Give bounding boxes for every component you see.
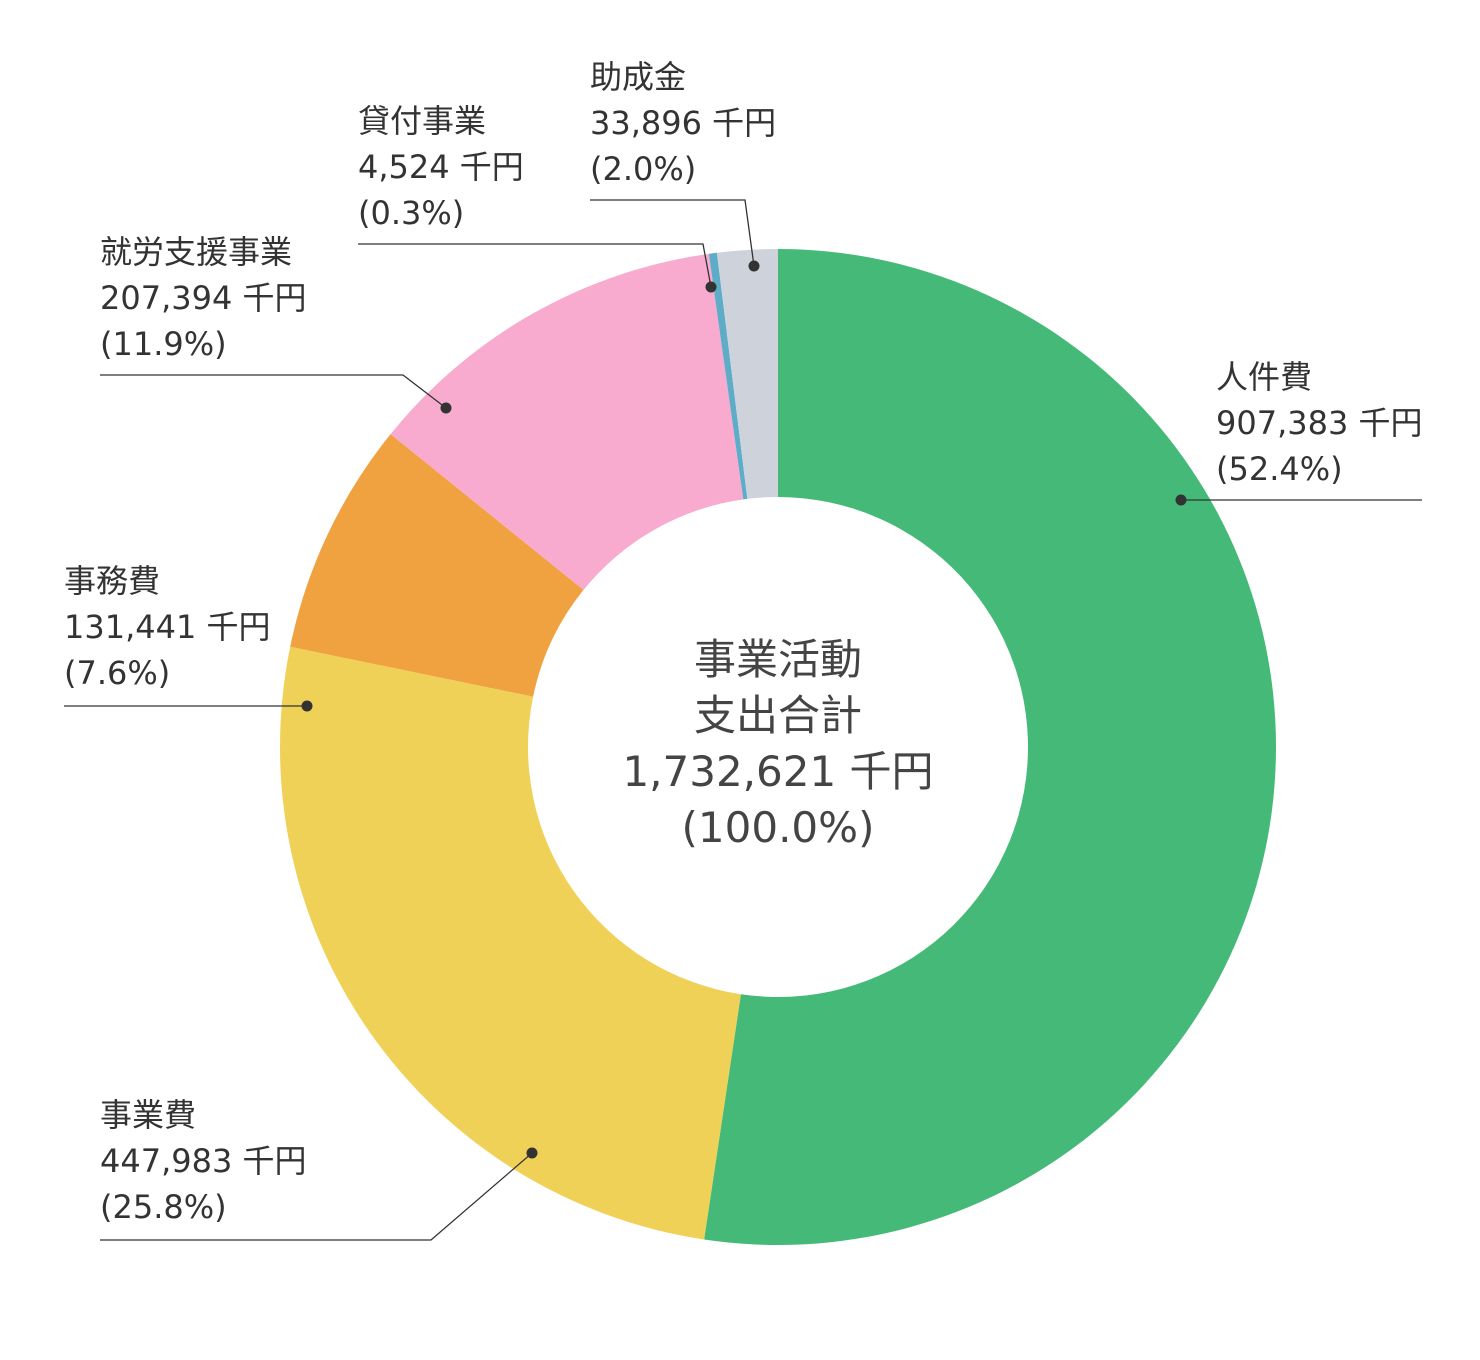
slice-percent-label-1: (25.8%)	[100, 1188, 227, 1226]
slice-percent-label-2: (7.6%)	[64, 654, 170, 692]
center-total-value: 1,732,621 千円	[622, 747, 933, 796]
slice-percent-label-3: (11.9%)	[100, 325, 227, 363]
slice-value-label-1: 447,983 千円	[100, 1142, 307, 1180]
slice-name-label-1: 事業費	[100, 1096, 196, 1134]
slice-4	[708, 252, 748, 500]
center-title-line1: 事業活動	[694, 635, 862, 684]
slice-5	[716, 249, 778, 499]
leader-line-1	[100, 1152, 533, 1241]
slice-value-label-4: 4,524 千円	[358, 148, 524, 186]
leader-dot-2	[301, 700, 313, 712]
slice-3	[390, 253, 744, 590]
center-total-percent: (100.0%)	[682, 803, 875, 852]
slice-name-label-5: 助成金	[590, 58, 686, 96]
slice-value-label-2: 131,441 千円	[64, 608, 271, 646]
leader-dot-0	[1175, 494, 1187, 506]
slice-name-label-3: 就労支援事業	[100, 233, 292, 271]
donut-slices	[279, 249, 1277, 1245]
slice-percent-label-4: (0.3%)	[358, 194, 464, 232]
center-title-line2: 支出合計	[694, 691, 862, 740]
leader-dot-4	[705, 281, 717, 293]
slice-labels: 人件費 907,383 千円 (52.4%) 事業費 447,983 千円 (25.8%)…	[64, 58, 1423, 1226]
slice-name-label-4: 貸付事業	[358, 102, 486, 140]
slice-name-label-0: 人件費	[1216, 358, 1312, 396]
slice-2	[290, 434, 584, 697]
leader-line-4	[358, 243, 712, 288]
slice-value-label-0: 907,383 千円	[1216, 404, 1423, 442]
leader-line-5	[590, 199, 755, 267]
slice-value-label-3: 207,394 千円	[100, 279, 307, 317]
slice-percent-label-5: (2.0%)	[590, 150, 696, 188]
leader-lines	[64, 199, 1422, 1241]
slice-percent-label-0: (52.4%)	[1216, 450, 1343, 488]
leader-dot-3	[440, 402, 452, 414]
slice-name-label-2: 事務費	[64, 562, 160, 600]
slice-value-label-5: 33,896 千円	[590, 104, 776, 142]
slice-1	[279, 646, 741, 1240]
leader-line-3	[100, 374, 447, 409]
leader-dot-1	[526, 1147, 538, 1159]
leader-dot-5	[748, 260, 760, 272]
slice-0	[704, 249, 1277, 1245]
center-total: 事業活動 支出合計 1,732,621 千円 (100.0%)	[622, 635, 933, 852]
